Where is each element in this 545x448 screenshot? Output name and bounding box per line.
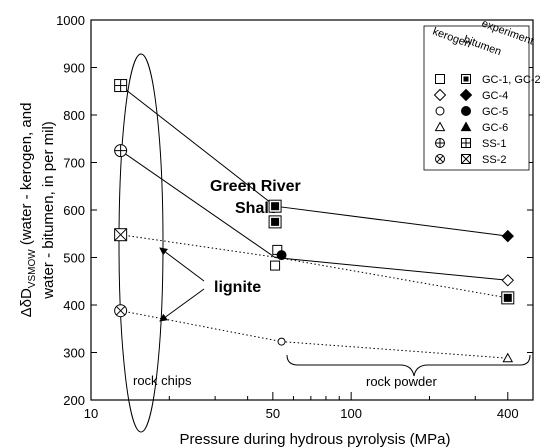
diamond-filled-marker xyxy=(459,88,473,102)
annotations: Green River Shale lignite rock chips roc… xyxy=(118,53,531,433)
legend-entry-label: SS-1 xyxy=(482,138,506,150)
y-tick-label: 700 xyxy=(63,156,85,171)
square-open-marker xyxy=(435,74,445,84)
x-tick-label: 400 xyxy=(497,406,519,421)
square-plus-marker xyxy=(114,79,128,93)
y-axis-title-line2: water - bitumen, in per mil) xyxy=(40,121,57,300)
data-points xyxy=(114,79,515,363)
lignite-arrow-1 xyxy=(159,247,205,282)
marker-circle xyxy=(277,337,286,346)
lignite-line xyxy=(120,310,508,359)
marker-circle xyxy=(435,106,445,116)
circle-filled-marker xyxy=(276,250,287,261)
marker-x-2 xyxy=(436,155,444,163)
square-filled-marker xyxy=(268,215,282,229)
lignite-arrow-2 xyxy=(159,288,205,322)
marker-x-2 xyxy=(116,306,126,316)
green-river-label-1: Green River xyxy=(210,178,301,195)
circle-open-marker xyxy=(435,106,445,116)
marker-circle xyxy=(461,106,471,116)
marker-diamond xyxy=(459,88,473,102)
circle-plus-marker xyxy=(114,144,128,158)
square-filled-marker xyxy=(461,74,471,84)
diamond-filled-marker xyxy=(501,229,514,243)
y-tick-label: 900 xyxy=(63,61,85,76)
marker-square-fill xyxy=(271,202,280,211)
marker-triangle xyxy=(460,121,472,132)
legend-entry-label: SS-2 xyxy=(482,154,506,166)
marker-triangle xyxy=(502,352,514,363)
x-tick-label: 50 xyxy=(266,406,280,421)
rock-powder-label: rock powder xyxy=(366,374,437,389)
circle-x-marker xyxy=(114,304,128,318)
y-axis-title-line1: ΔδDVSMOW (water - kerogen, and xyxy=(18,103,38,318)
diamond-open-marker xyxy=(433,88,447,102)
marker-square xyxy=(270,260,281,271)
square-filled-marker xyxy=(501,291,515,305)
diamond-open-marker xyxy=(501,274,514,287)
y-tick-label: 800 xyxy=(63,108,85,123)
marker-diamond xyxy=(501,274,514,287)
marker-square-fill xyxy=(503,293,512,302)
legend-entry-label: GC-5 xyxy=(482,106,508,118)
marker-diamond xyxy=(433,88,447,102)
marker-diamond xyxy=(501,229,514,243)
y-tick-label: 600 xyxy=(63,203,85,218)
square-x-marker xyxy=(114,228,128,242)
y-tick-label: 500 xyxy=(63,251,85,266)
marker-triangle xyxy=(434,121,446,132)
rock-chips-label: rock chips xyxy=(133,373,192,388)
rock-powder-brace xyxy=(286,354,531,377)
marker-square xyxy=(435,74,445,84)
marker-x-2 xyxy=(461,154,471,164)
legend-entry-label: GC-1, GC-2 xyxy=(482,74,541,86)
marker-x-2 xyxy=(114,228,127,242)
lignite-label: lignite xyxy=(214,279,261,296)
marker-square-fill xyxy=(271,217,280,226)
circle-plus-marker xyxy=(435,138,445,148)
square-filled-marker xyxy=(268,199,282,213)
green-river-label-2: Shale xyxy=(235,200,278,217)
y-tick-label: 300 xyxy=(63,346,85,361)
y-tick-label: 200 xyxy=(63,393,85,408)
x-axis-title: Pressure during hydrous pyrolysis (MPa) xyxy=(180,431,451,448)
x-tick-label: 100 xyxy=(340,406,362,421)
legend: kerogen bitumen experiment GC-1, GC-2GC-… xyxy=(423,18,541,171)
circle-filled-marker xyxy=(461,106,471,116)
square-plus-marker xyxy=(461,138,471,148)
triangle-open-marker xyxy=(434,121,446,132)
axis-ticks: 200 300 400 500 600 700 800 900 1000 10 50 100 400 xyxy=(56,13,533,421)
square-x-marker xyxy=(461,154,471,164)
x-tick-label: 10 xyxy=(84,406,98,421)
marker-square-fill xyxy=(463,76,469,82)
triangle-open-marker xyxy=(502,352,514,363)
legend-entry-label: GC-6 xyxy=(482,122,508,134)
rock-chips-ellipse xyxy=(118,53,164,433)
marker-circle xyxy=(276,250,287,261)
legend-entry-label: GC-4 xyxy=(482,90,508,102)
triangle-filled-marker xyxy=(460,121,472,132)
y-tick-label: 1000 xyxy=(56,13,85,28)
circle-open-marker xyxy=(277,337,286,346)
y-tick-label: 400 xyxy=(63,298,85,313)
lignite-line xyxy=(120,234,508,299)
circle-x-marker xyxy=(435,154,445,164)
square-open-marker xyxy=(270,260,281,271)
